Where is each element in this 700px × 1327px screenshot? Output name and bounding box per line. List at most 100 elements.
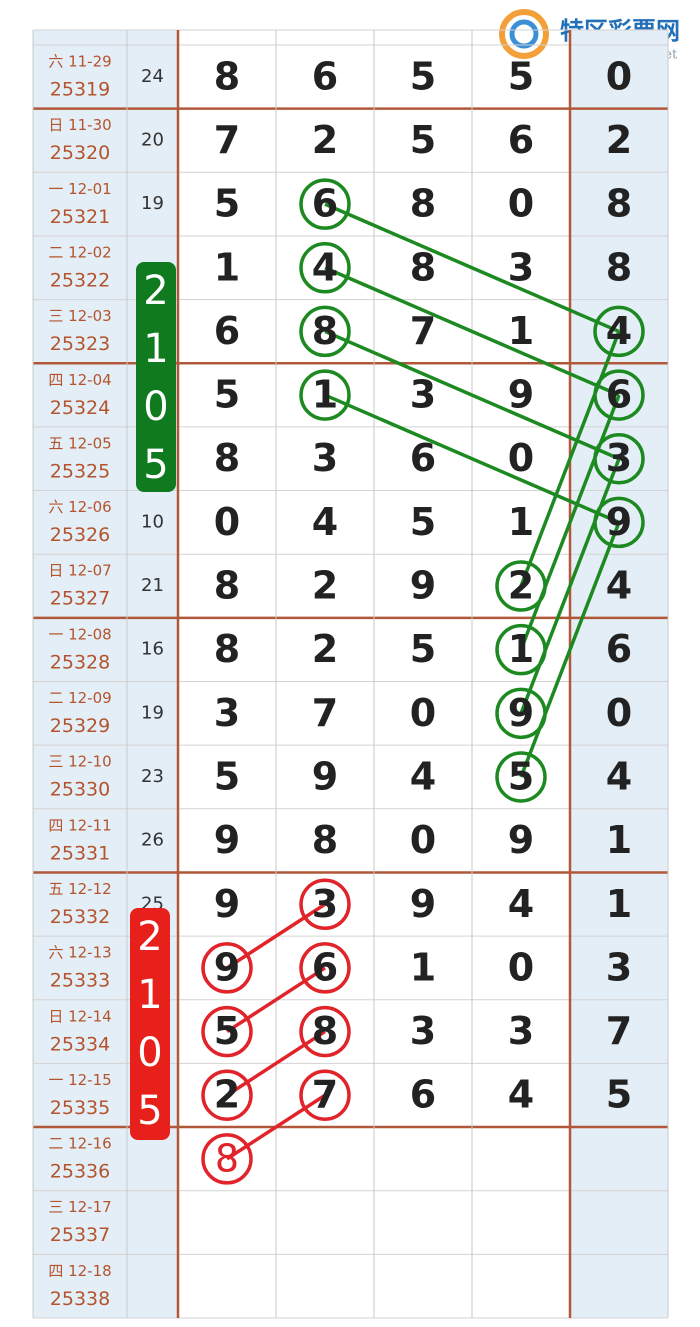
badge: 2105	[136, 262, 176, 492]
sum: 20	[141, 129, 164, 150]
digit: 8	[312, 1009, 338, 1053]
digit: 4	[508, 882, 534, 926]
digit: 8	[215, 1136, 239, 1180]
draw-issue: 25325	[50, 460, 110, 482]
highlight-circle	[593, 496, 645, 549]
digit: 8	[312, 309, 338, 353]
link-line	[226, 1093, 326, 1161]
draw-issue: 25322	[50, 269, 110, 291]
digit: 4	[606, 564, 632, 608]
digit: 2	[508, 564, 534, 608]
digit: 7	[606, 1009, 632, 1053]
draw-issue: 25320	[50, 142, 110, 164]
sum: 10	[141, 511, 164, 532]
digit: 0	[410, 818, 436, 862]
draw-issue: 25329	[50, 715, 110, 737]
draw-date: 四 12-18	[48, 1262, 111, 1280]
draw-date: 二 12-02	[48, 243, 111, 261]
digit: 8	[606, 245, 632, 289]
digit: 2	[312, 564, 338, 608]
draw-issue: 25327	[50, 588, 110, 610]
draw-date: 四 12-04	[48, 371, 111, 389]
link-line	[324, 329, 620, 461]
digit: 3	[312, 882, 338, 926]
digit: 6	[312, 945, 338, 989]
digit: 3	[312, 436, 338, 480]
digit: 4	[606, 754, 632, 798]
draw-date: 三 12-03	[48, 307, 111, 325]
highlight-circle	[593, 305, 645, 358]
draw-date: 日 12-14	[48, 1007, 111, 1025]
draw-date: 二 12-16	[48, 1135, 111, 1153]
highlight-circle	[201, 1069, 253, 1121]
digit: 5	[410, 500, 436, 544]
digit: 8	[214, 54, 240, 98]
digit: 6	[312, 182, 338, 226]
digit: 3	[214, 691, 240, 735]
link-line	[226, 902, 326, 970]
digit: 4	[312, 245, 338, 289]
sum: 19	[141, 702, 164, 723]
digit: 6	[508, 118, 534, 162]
digit: 3	[606, 945, 632, 989]
digit: 4	[312, 500, 338, 544]
draw-issue: 25336	[50, 1161, 110, 1183]
draw-issue: 25326	[50, 524, 110, 546]
draw-issue: 25333	[50, 970, 110, 992]
highlight-circle	[201, 942, 253, 994]
digit: 1	[606, 818, 632, 862]
link-line	[226, 966, 326, 1034]
digit: 6	[214, 309, 240, 353]
digit: 3	[606, 436, 632, 480]
digit: 5	[410, 118, 436, 162]
digit: 9	[214, 882, 240, 926]
draw-issue: 25319	[50, 79, 110, 101]
highlight-circle	[495, 751, 547, 803]
digit: 5	[508, 54, 534, 98]
sum: 26	[141, 830, 164, 851]
digit: 8	[410, 182, 436, 226]
highlight-circle	[593, 369, 645, 421]
link-line	[519, 330, 621, 587]
digit: 1	[606, 882, 632, 926]
digit: 5	[214, 182, 240, 226]
digit: 1	[508, 627, 534, 671]
digit: 0	[606, 691, 632, 735]
draw-date: 三 12-17	[48, 1198, 111, 1216]
draw-date: 六 12-13	[48, 944, 111, 962]
digit: 8	[410, 245, 436, 289]
digit: 5	[410, 54, 436, 98]
draw-issue: 25330	[50, 779, 110, 801]
highlight-circle	[299, 178, 351, 230]
draw-date: 日 12-07	[48, 562, 111, 580]
highlight-circle	[593, 432, 645, 485]
highlight-circle	[299, 305, 351, 358]
digit: 8	[606, 182, 632, 226]
sum: 23	[141, 766, 164, 787]
digit: 9	[606, 500, 632, 544]
sum: 24	[141, 66, 164, 87]
sum: 21	[141, 575, 164, 596]
draw-issue: 25332	[50, 906, 110, 928]
digit: 5	[410, 627, 436, 671]
digit: 9	[410, 564, 436, 608]
draw-date: 一 12-15	[48, 1071, 111, 1089]
digit: 1	[410, 945, 436, 989]
link-line	[324, 266, 620, 397]
digit: 8	[312, 818, 338, 862]
draw-issue: 25324	[50, 397, 110, 419]
digit: 1	[508, 500, 534, 544]
highlight-circle	[299, 369, 351, 421]
highlight-circle	[299, 942, 351, 994]
digit: 1	[508, 309, 534, 353]
digit: 5	[214, 1009, 240, 1053]
draw-date: 五 12-05	[48, 434, 111, 452]
digit: 9	[410, 882, 436, 926]
digit: 5	[508, 754, 534, 798]
draw-issue: 25338	[50, 1288, 110, 1310]
link-line	[519, 394, 621, 651]
highlight-circle	[495, 560, 547, 612]
draw-date: 三 12-10	[48, 753, 111, 771]
